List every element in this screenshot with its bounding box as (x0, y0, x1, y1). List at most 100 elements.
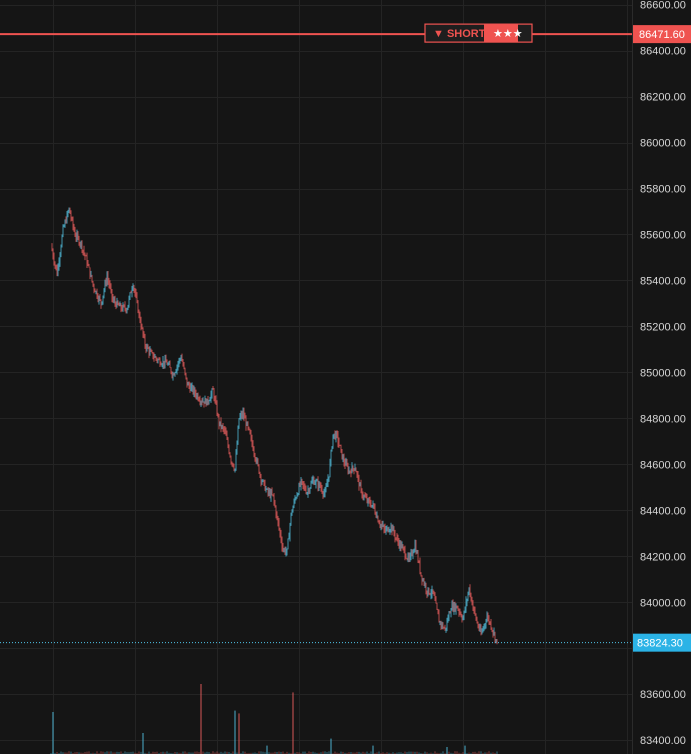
volume-bar (296, 751, 298, 754)
volume-bar (270, 752, 272, 754)
volume-bar (154, 751, 156, 754)
volume-bar (128, 752, 130, 754)
volume-bar (464, 745, 466, 754)
volume-bar (426, 752, 428, 754)
volume-bar (224, 751, 226, 754)
volume-bar (108, 751, 110, 754)
volume-bar (334, 751, 336, 754)
short-rating-box (484, 24, 518, 43)
volume-bar (320, 752, 322, 754)
volume-bar (234, 710, 236, 754)
volume-bar (372, 745, 374, 754)
volume-bar (414, 751, 416, 754)
volume-bar (100, 751, 102, 754)
price-tick-label: 85200.00 (640, 321, 686, 333)
volume-bar (412, 751, 414, 754)
short-signal[interactable]: ▼ SHORT ★★★ (0, 23, 632, 43)
volume-bar (96, 751, 98, 754)
volume-bar (212, 751, 214, 754)
volume-bar (208, 752, 210, 754)
volume-bar (182, 751, 184, 754)
volume-bar (84, 751, 86, 754)
volume-bar (398, 752, 400, 754)
current-price-badge (633, 633, 691, 652)
volume-bar (480, 751, 482, 754)
volume-bar (420, 752, 422, 754)
volume-bar (362, 751, 364, 754)
volume-bar (486, 752, 488, 754)
volume-bar (152, 751, 154, 754)
volume-bar (92, 752, 94, 754)
volume-bar (472, 751, 474, 754)
volume-bar (64, 752, 66, 754)
volume-bar (264, 752, 266, 754)
price-tick-label: 86000.00 (640, 138, 686, 150)
volume-bar (394, 752, 396, 754)
volume-bar (396, 752, 398, 754)
price-tick-label: 83600.00 (640, 689, 686, 701)
volume-bar (406, 752, 408, 754)
volume-bar (266, 745, 268, 754)
volume-bar (316, 752, 318, 754)
volume-bar (458, 752, 460, 754)
candlestick-series (51, 207, 498, 645)
volume-bar (226, 751, 228, 754)
volume-bar (442, 751, 444, 754)
volume-bar (176, 752, 178, 754)
volume-bar (324, 751, 326, 754)
volume-bar (54, 752, 56, 754)
volume-bars (50, 684, 498, 754)
volume-bar (118, 752, 120, 754)
volume-bar (178, 752, 180, 754)
price-tick-label: 85000.00 (640, 367, 686, 379)
volume-bar (350, 752, 352, 754)
volume-bar (198, 752, 200, 754)
price-tick-label: 85600.00 (640, 229, 686, 241)
volume-bar (164, 752, 166, 754)
volume-bar (116, 751, 118, 754)
volume-bar (140, 751, 142, 754)
volume-bar (252, 752, 254, 754)
volume-bar (206, 751, 208, 754)
volume-bar (330, 738, 332, 754)
volume-bar (82, 752, 84, 754)
volume-bar (358, 751, 360, 754)
volume-bar (410, 751, 412, 754)
price-tick-label: 84800.00 (640, 413, 686, 425)
price-axis-labels: 83400.00 83600.00 84000.00 84200.00 84400.00… (640, 0, 686, 747)
volume-bar (162, 751, 164, 754)
volume-bar (68, 751, 70, 754)
volume-bar (290, 752, 292, 754)
volume-bar (418, 752, 420, 754)
volume-bar (170, 752, 172, 754)
volume-bar (352, 752, 354, 754)
volume-bar (254, 752, 256, 754)
volume-bar (86, 751, 88, 754)
volume-bar (492, 752, 494, 754)
volume-bar (260, 751, 262, 754)
volume-bar (168, 752, 170, 754)
volume-bar (136, 752, 138, 754)
volume-bar (202, 751, 204, 754)
volume-bar (370, 751, 372, 754)
price-axis[interactable]: 83400.00 83600.00 84000.00 84200.00 84400.00… (632, 0, 691, 754)
volume-bar (184, 751, 186, 754)
volume-bar (248, 752, 250, 754)
volume-bar (60, 751, 62, 754)
volume-bar (148, 751, 150, 754)
volume-bar (448, 751, 450, 754)
volume-bar (104, 752, 106, 754)
volume-bar (360, 752, 362, 754)
volume-bar (204, 752, 206, 754)
volume-bar (72, 752, 74, 754)
volume-bar (56, 751, 58, 754)
price-tick-label: 84000.00 (640, 597, 686, 609)
price-tick-label: 83400.00 (640, 735, 686, 747)
volume-bar (112, 752, 114, 754)
volume-bar (328, 751, 330, 754)
volume-bar (80, 752, 82, 754)
price-tick-label: 84400.00 (640, 505, 686, 517)
volume-bar (138, 751, 140, 754)
volume-bar (364, 752, 366, 754)
